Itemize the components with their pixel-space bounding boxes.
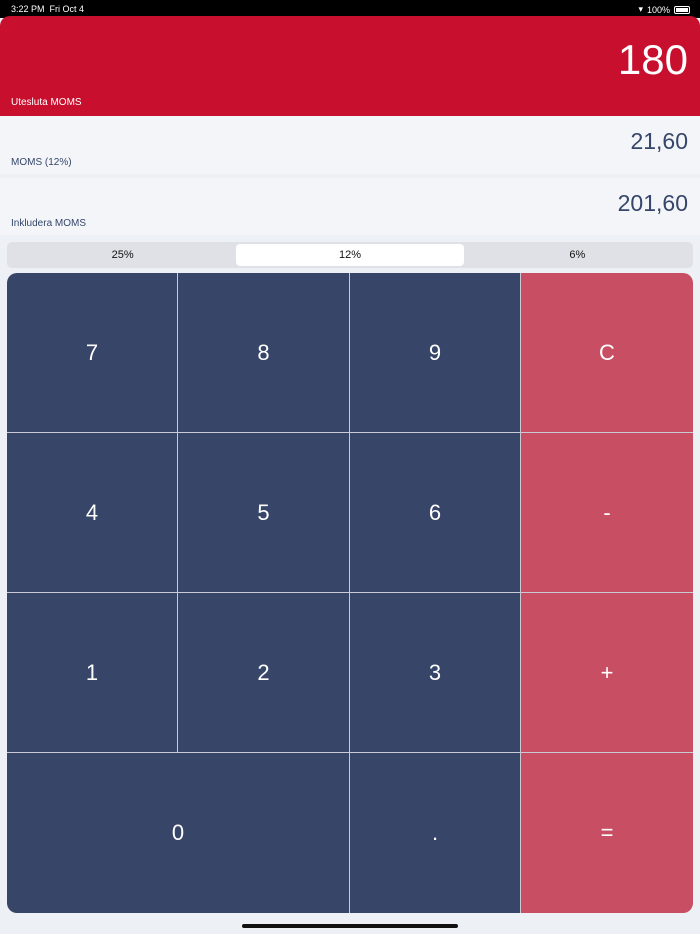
key-7[interactable]: 7 [7, 273, 178, 433]
keypad: 7 8 9 C 4 5 6 - 1 2 3 + 0 . = [7, 273, 693, 913]
equals-button[interactable]: = [521, 753, 693, 913]
battery-icon [674, 5, 690, 14]
status-bar: 3:22 PM Fri Oct 4 ▾ 100% [0, 0, 700, 18]
key-1[interactable]: 1 [7, 593, 178, 753]
key-8[interactable]: 8 [178, 273, 350, 433]
excl-vat-value: 180 [617, 36, 688, 83]
key-6[interactable]: 6 [350, 433, 521, 593]
rate-25[interactable]: 25% [111, 249, 134, 261]
date: Fri Oct 4 [49, 4, 85, 14]
decimal-button[interactable]: . [350, 753, 521, 913]
home-indicator[interactable] [242, 924, 458, 928]
key-2[interactable]: 2 [178, 593, 350, 753]
excl-vat-panel: 180 Utesluta MOMS [0, 16, 700, 116]
plus-button[interactable]: + [521, 593, 693, 753]
battery-percent: 100% [646, 4, 670, 15]
key-4[interactable]: 4 [7, 433, 178, 593]
key-0[interactable]: 0 [7, 753, 350, 913]
key-9[interactable]: 9 [350, 273, 521, 433]
time: 3:22 PM [11, 4, 45, 14]
key-5[interactable]: 5 [178, 433, 350, 593]
clear-button[interactable]: C [521, 273, 693, 433]
vat-rate-selector: 25% 12% 6% [7, 242, 693, 268]
rate-6[interactable]: 6% [569, 249, 586, 261]
incl-vat-value: 201,60 [617, 190, 688, 216]
incl-vat-row: 201,60 Inkludera MOMS [0, 178, 700, 235]
wifi-icon: ▾ [638, 4, 643, 14]
excl-vat-label: Utesluta MOMS [11, 97, 82, 108]
rate-12[interactable]: 12% [236, 244, 464, 266]
status-time: 3:22 PM Fri Oct 4 [11, 4, 84, 14]
incl-vat-label: Inkludera MOMS [11, 218, 87, 229]
vat-label: MOMS (12%) [11, 157, 72, 168]
vat-value: 21,60 [630, 128, 688, 154]
vat-row: 21,60 MOMS (12%) [0, 116, 700, 174]
key-3[interactable]: 3 [350, 593, 521, 753]
minus-button[interactable]: - [521, 433, 693, 593]
